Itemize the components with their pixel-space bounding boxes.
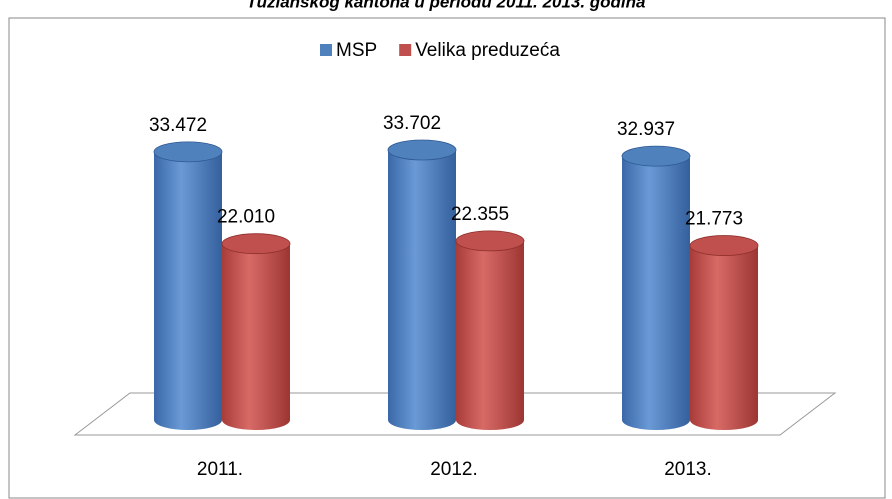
bar-top xyxy=(621,145,691,167)
x-tick-label: 2013. xyxy=(664,459,712,480)
x-tick-label: 2011. xyxy=(197,459,243,480)
value-label: 33.702 xyxy=(383,113,441,134)
bar xyxy=(222,243,290,430)
chart-title: Tuzlanskog kantona u periodu 2011. 2013.… xyxy=(247,0,646,11)
bar xyxy=(622,156,690,430)
bar-top xyxy=(153,141,223,163)
legend-swatch xyxy=(320,44,332,56)
bar-top xyxy=(221,233,291,255)
bar-top xyxy=(689,235,759,256)
value-label: 22.355 xyxy=(451,204,509,225)
value-label: 32.937 xyxy=(617,119,675,140)
value-label: 33.472 xyxy=(149,115,207,136)
value-label: 21.773 xyxy=(685,209,743,230)
legend-swatch xyxy=(399,44,412,56)
legend-label: Velika preduzeća xyxy=(415,40,560,61)
bar-top xyxy=(455,230,525,252)
value-label: 22.010 xyxy=(217,207,275,228)
bar xyxy=(154,151,222,430)
bar xyxy=(456,240,524,430)
bar-top xyxy=(387,139,457,161)
x-tick-label: 2012. xyxy=(430,459,478,480)
bar xyxy=(690,245,758,430)
bar xyxy=(388,150,456,430)
legend-label: MSP xyxy=(336,40,377,61)
